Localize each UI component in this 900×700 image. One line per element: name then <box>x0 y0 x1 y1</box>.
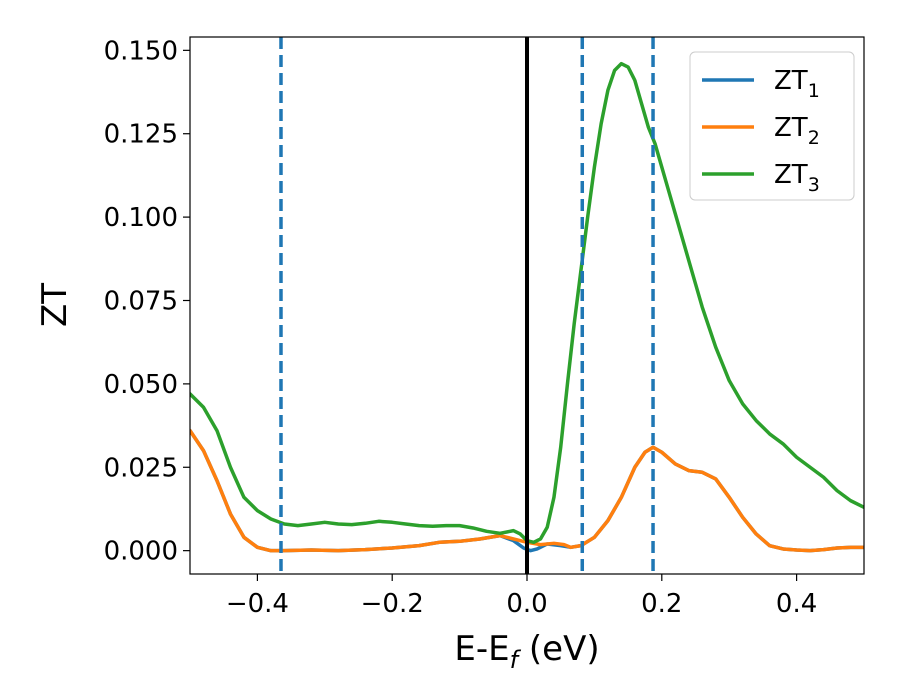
y-tick-label: 0.125 <box>104 120 178 150</box>
legend-label-3: ZT3 <box>774 160 820 196</box>
legend-box <box>689 51 855 201</box>
legend-label-1: ZT1 <box>774 66 820 102</box>
y-axis: 0.000 0.025 0.050 0.075 0.100 0.125 0.150 <box>104 36 190 567</box>
x-axis-label: E-Ef (eV) <box>454 629 599 674</box>
y-tick-label: 0.025 <box>104 453 178 483</box>
legend: ZT1 ZT2 ZT3 <box>689 51 855 201</box>
y-tick-label: 0.150 <box>104 36 178 66</box>
y-axis-label: ZT <box>35 283 75 327</box>
series-line-2 <box>190 428 864 553</box>
x-tick-label: −0.2 <box>361 589 424 619</box>
y-tick-label: 0.050 <box>104 370 178 400</box>
x-axis: −0.4 −0.2 0.0 0.2 0.4 <box>226 574 817 619</box>
x-tick-label: 0.4 <box>776 589 817 619</box>
x-tick-label: 0.2 <box>641 589 682 619</box>
y-tick-label: 0.000 <box>104 537 178 567</box>
y-tick-label: 0.100 <box>104 203 178 233</box>
series-line-3 <box>190 61 864 545</box>
x-tick-label: 0.0 <box>506 589 547 619</box>
y-tick-label: 0.075 <box>104 286 178 316</box>
plot-content <box>190 37 864 574</box>
legend-label-2: ZT2 <box>774 113 820 149</box>
x-tick-label: −0.4 <box>226 589 289 619</box>
